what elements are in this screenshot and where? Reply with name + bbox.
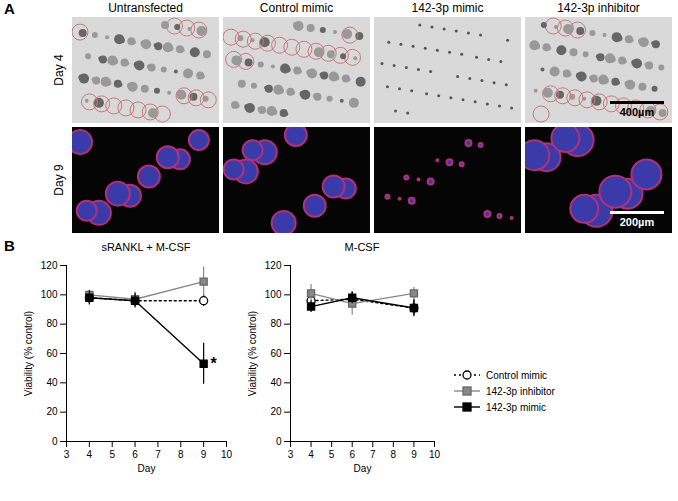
svg-text:100: 100 [41, 289, 58, 300]
svg-text:40: 40 [270, 377, 282, 388]
svg-text:0: 0 [276, 436, 282, 447]
svg-text:6: 6 [349, 449, 355, 460]
html-text:Control mimic: Control mimic [259, 1, 334, 15]
svg-text:5: 5 [329, 449, 335, 460]
svg-text:4: 4 [87, 449, 93, 460]
svg-text:80: 80 [46, 318, 58, 329]
svg-text:Viability (% control): Viability (% control) [247, 311, 258, 396]
html-text:A: A [4, 0, 15, 17]
svg-text:7: 7 [370, 449, 376, 460]
svg-text:10: 10 [429, 449, 441, 460]
svg-text:60: 60 [46, 348, 58, 359]
svg-text:20: 20 [270, 406, 282, 417]
svg-text:60: 60 [270, 348, 282, 359]
html-text:B: B [4, 237, 15, 254]
svg-text:3: 3 [288, 449, 294, 460]
svg-text:20: 20 [46, 406, 58, 417]
html-text:Control mimic: Control mimic [486, 369, 548, 381]
svg-text:6: 6 [132, 449, 138, 460]
svg-text:0: 0 [52, 436, 58, 447]
svg-text:80: 80 [270, 318, 282, 329]
svg-text:8: 8 [391, 449, 397, 460]
svg-text:10: 10 [221, 449, 233, 460]
svg-text:5: 5 [109, 449, 115, 460]
html-text:142-3p mimic: 142-3p mimic [486, 401, 546, 413]
html-text:Day 9: Day 9 [52, 164, 66, 196]
html-text:sRANKL + M-CSF: sRANKL + M-CSF [101, 241, 191, 253]
html-text:400µm: 400µm [619, 106, 655, 118]
html-text:M-CSF: M-CSF [344, 241, 380, 253]
svg-text:120: 120 [265, 260, 282, 271]
svg-text:3: 3 [64, 449, 70, 460]
svg-text:9: 9 [201, 449, 207, 460]
html-text:200µm: 200µm [619, 216, 655, 228]
svg-text:100: 100 [265, 289, 282, 300]
svg-text:Viability (% control): Viability (% control) [23, 311, 34, 396]
svg-text:Day: Day [138, 463, 156, 474]
svg-text:*: * [211, 355, 218, 372]
html-text:Day 4: Day 4 [52, 54, 66, 86]
svg-text:9: 9 [411, 449, 417, 460]
html-text:142-3p inhibitor: 142-3p inhibitor [557, 1, 640, 15]
svg-text:Day: Day [354, 463, 372, 474]
html-text:Untransfected: Untransfected [108, 1, 183, 15]
svg-text:7: 7 [155, 449, 161, 460]
svg-text:120: 120 [41, 260, 58, 271]
html-text:142-3p inhibitor: 142-3p inhibitor [486, 385, 555, 397]
html-text:142-3p mimic: 142-3p mimic [411, 1, 484, 15]
svg-text:40: 40 [46, 377, 58, 388]
svg-text:4: 4 [308, 449, 314, 460]
svg-text:8: 8 [178, 449, 184, 460]
